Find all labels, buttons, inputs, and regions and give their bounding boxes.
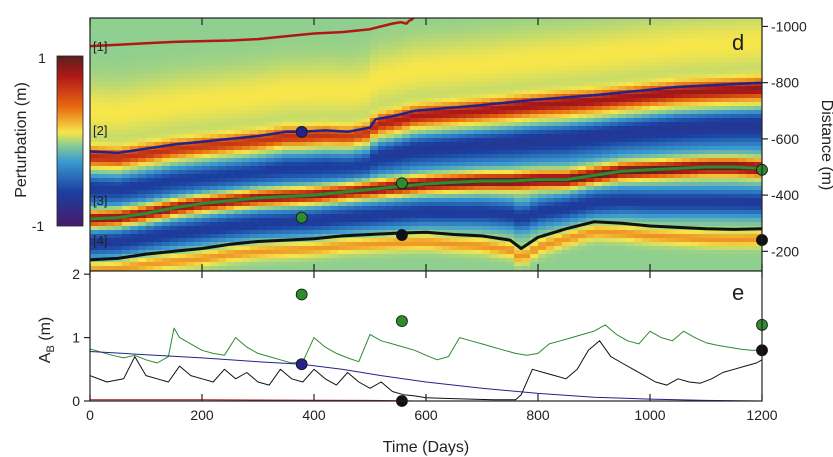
panel-d-marker-4 bbox=[396, 229, 408, 241]
band-label-2: [2] bbox=[93, 123, 107, 138]
panel-d-x-ticks bbox=[89, 18, 763, 271]
panel-d-y-tick-label-1: -200 bbox=[771, 243, 799, 259]
band-label-1: [1] bbox=[93, 39, 107, 54]
panel-d-series-line-1 bbox=[90, 18, 416, 48]
panel-e: 0 200 400 600 800 1000 1200 012 e Time (Days) … bbox=[37, 266, 778, 456]
panel-d-traces bbox=[90, 18, 762, 262]
colorbar-max-label: 1 bbox=[38, 50, 46, 66]
panel-e-x-tick-label-7: 1200 bbox=[746, 407, 777, 423]
panel-d-series-line-2 bbox=[90, 81, 762, 155]
panel-d-series-line-3 bbox=[90, 165, 762, 221]
colorbar: 1 -1 Perturbation (m) bbox=[13, 50, 84, 234]
band-label-3: [3] bbox=[93, 193, 107, 208]
panel-d-y-tick-label-3: -600 bbox=[771, 131, 799, 147]
panel-e-x-tick-label-3: 400 bbox=[302, 407, 326, 423]
panel-e-y-ticks: 0 1 2 bbox=[72, 266, 90, 409]
panel-e-x-tick-label-4: 600 bbox=[414, 407, 438, 423]
colorbar-label: Perturbation (m) bbox=[13, 82, 30, 198]
panel-e-y-tick-label-1: 0 bbox=[72, 393, 80, 409]
panel-d-ylabel: Distance (m) bbox=[818, 100, 833, 191]
panel-e-series-line-3 bbox=[90, 340, 762, 401]
panel-e-letter: e bbox=[732, 280, 744, 305]
panel-d-y-tick-label-5: -1000 bbox=[771, 18, 807, 34]
panel-d-letter: d bbox=[732, 30, 744, 55]
panel-d-y-ticks: -200 -400 -600 -800 -1000 bbox=[762, 18, 807, 259]
panel-d-marker-2 bbox=[295, 211, 308, 224]
panel-e-xlabel: Time (Days) bbox=[383, 439, 470, 456]
panel-e-y-tick-label-3: 2 bbox=[72, 266, 80, 282]
panel-d-y-tick-label-2: -400 bbox=[771, 187, 799, 203]
panel-e-marker-1 bbox=[295, 288, 308, 301]
panel-e-x-ticks: 0 200 400 600 800 1000 1200 bbox=[86, 271, 778, 423]
panel-e-x-tick-label-6: 1000 bbox=[634, 407, 665, 423]
panel-e-x-tick-label-5: 800 bbox=[526, 407, 550, 423]
panel-d-marker-1 bbox=[295, 125, 308, 138]
band-label-4: [4] bbox=[93, 233, 107, 248]
panel-e-x-tick-label-2: 200 bbox=[190, 407, 214, 423]
panel-e-series-line-2 bbox=[90, 351, 762, 401]
panel-d-marker-3 bbox=[396, 177, 408, 190]
panel-d-y-tick-label-4: -800 bbox=[771, 75, 799, 91]
colorbar-gradient bbox=[56, 55, 84, 227]
colorbar-min-label: -1 bbox=[32, 218, 45, 234]
panel-d-series-line-4 bbox=[90, 220, 762, 262]
panel-e-marker-2 bbox=[295, 358, 308, 371]
perturbation-heatmap bbox=[90, 18, 762, 271]
panel-e-x-tick-label-1: 0 bbox=[86, 407, 94, 423]
panel-e-marker-3 bbox=[396, 315, 408, 327]
panel-e-ylabel: AB (m) bbox=[37, 317, 57, 363]
panel-e-y-tick-label-2: 1 bbox=[72, 330, 80, 346]
panel-e-series-line-1 bbox=[90, 324, 762, 364]
panel-d: -200-400-600-800-1000 d [1] [2] [3] [4] … bbox=[89, 17, 833, 272]
